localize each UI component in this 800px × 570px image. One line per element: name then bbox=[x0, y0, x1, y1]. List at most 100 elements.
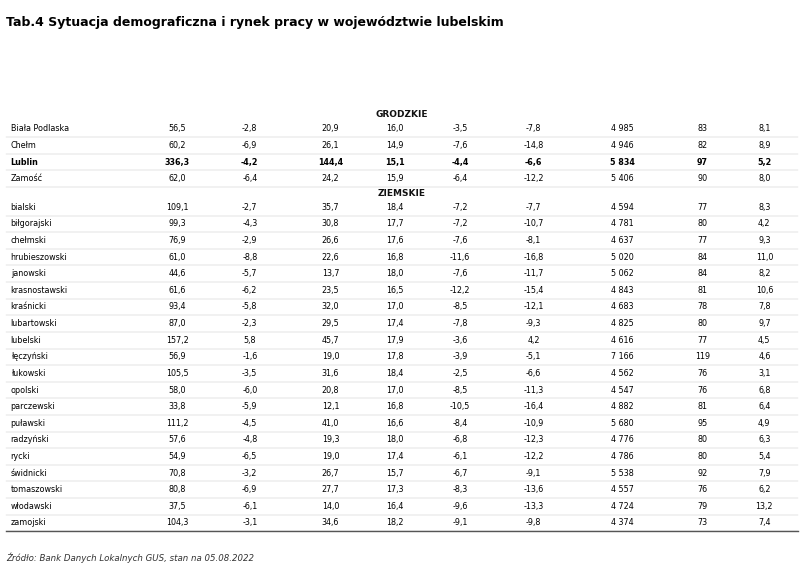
Text: biłgorajski: biłgorajski bbox=[10, 219, 52, 229]
Text: 17,3: 17,3 bbox=[386, 485, 404, 494]
Text: 56,9: 56,9 bbox=[168, 352, 186, 361]
Text: -5,8: -5,8 bbox=[242, 303, 258, 311]
Text: -6,9: -6,9 bbox=[242, 141, 258, 150]
Text: 24,2: 24,2 bbox=[322, 174, 339, 184]
Text: 4 843: 4 843 bbox=[610, 286, 634, 295]
Text: Zamość: Zamość bbox=[10, 174, 42, 184]
Text: -2,8: -2,8 bbox=[242, 124, 258, 133]
Text: lubartowski: lubartowski bbox=[10, 319, 57, 328]
Text: 13,2: 13,2 bbox=[756, 502, 773, 511]
Text: -3,5: -3,5 bbox=[242, 369, 258, 378]
Text: 2021: 2021 bbox=[168, 100, 186, 107]
Text: -11,3: -11,3 bbox=[523, 385, 544, 394]
Text: 76: 76 bbox=[698, 385, 707, 394]
Text: -3,9: -3,9 bbox=[452, 352, 468, 361]
Text: Zmiana (%) liczby
ludności wg
prognozy na 2025: Zmiana (%) liczby ludności wg prognozy n… bbox=[218, 55, 282, 78]
Text: 45,7: 45,7 bbox=[322, 336, 339, 345]
Text: -12,2: -12,2 bbox=[523, 174, 544, 184]
Text: 92: 92 bbox=[698, 469, 707, 478]
Text: 95: 95 bbox=[698, 419, 707, 428]
Text: 2021: 2021 bbox=[525, 100, 542, 107]
Text: -8,5: -8,5 bbox=[452, 303, 468, 311]
Text: -2,5: -2,5 bbox=[452, 369, 468, 378]
Text: Zmiana liczby
ludności na
1000
mieszkańców: Zmiana liczby ludności na 1000 mieszkańc… bbox=[509, 53, 558, 80]
Text: 16,8: 16,8 bbox=[386, 402, 404, 411]
Text: -2,3: -2,3 bbox=[242, 319, 258, 328]
Text: 4,6: 4,6 bbox=[758, 352, 770, 361]
Text: -6,7: -6,7 bbox=[452, 469, 468, 478]
Text: 76: 76 bbox=[698, 369, 707, 378]
Text: 19,3: 19,3 bbox=[322, 435, 339, 445]
Text: -6,1: -6,1 bbox=[242, 502, 258, 511]
Text: ZIEMSKIE: ZIEMSKIE bbox=[378, 189, 426, 198]
Text: 7 166: 7 166 bbox=[610, 352, 634, 361]
Text: -12,1: -12,1 bbox=[523, 303, 544, 311]
Text: kraśnicki: kraśnicki bbox=[10, 303, 46, 311]
Text: 84: 84 bbox=[698, 269, 707, 278]
Text: 14,0: 14,0 bbox=[322, 502, 339, 511]
Text: 8,3: 8,3 bbox=[758, 203, 770, 212]
Text: 11,0: 11,0 bbox=[756, 253, 773, 262]
Text: 4,5: 4,5 bbox=[758, 336, 770, 345]
Text: 7,8: 7,8 bbox=[758, 303, 770, 311]
Text: -11,7: -11,7 bbox=[523, 269, 544, 278]
Text: 44,6: 44,6 bbox=[168, 269, 186, 278]
Text: 18,4: 18,4 bbox=[386, 369, 404, 378]
Text: 27,7: 27,7 bbox=[322, 485, 339, 494]
Text: Chełm: Chełm bbox=[10, 141, 37, 150]
Text: -6,6: -6,6 bbox=[525, 158, 542, 166]
Text: -8,5: -8,5 bbox=[452, 385, 468, 394]
Text: Przyrost
naturalny na
1000 ludności: Przyrost naturalny na 1000 ludności bbox=[435, 56, 485, 77]
Text: Lublin: Lublin bbox=[10, 158, 38, 166]
Text: 119: 119 bbox=[695, 352, 710, 361]
Text: 4 562: 4 562 bbox=[610, 369, 634, 378]
Text: janowski: janowski bbox=[10, 269, 46, 278]
Text: 34,6: 34,6 bbox=[322, 519, 339, 527]
Text: Biała Podlaska: Biała Podlaska bbox=[10, 124, 69, 133]
Text: 6,2: 6,2 bbox=[758, 485, 770, 494]
Text: 6,4: 6,4 bbox=[758, 402, 770, 411]
Text: opolski: opolski bbox=[10, 385, 39, 394]
Text: 26,1: 26,1 bbox=[322, 141, 339, 150]
Text: 16,5: 16,5 bbox=[386, 286, 404, 295]
Text: -3,6: -3,6 bbox=[452, 336, 467, 345]
Text: rycki: rycki bbox=[10, 452, 30, 461]
Text: -4,8: -4,8 bbox=[242, 435, 258, 445]
Text: 16,6: 16,6 bbox=[386, 419, 404, 428]
Text: -7,2: -7,2 bbox=[452, 219, 468, 229]
Text: Polska=100: Polska=100 bbox=[682, 100, 723, 107]
Text: 90: 90 bbox=[698, 174, 707, 184]
Text: 78: 78 bbox=[698, 303, 707, 311]
Text: 4 781: 4 781 bbox=[610, 219, 634, 229]
Text: 3,1: 3,1 bbox=[758, 369, 770, 378]
Text: -6,1: -6,1 bbox=[452, 452, 467, 461]
Text: -2,9: -2,9 bbox=[242, 236, 258, 245]
Text: 4 374: 4 374 bbox=[610, 519, 634, 527]
Text: 16,4: 16,4 bbox=[386, 502, 404, 511]
Text: 31,6: 31,6 bbox=[322, 369, 339, 378]
Text: -3,1: -3,1 bbox=[242, 519, 258, 527]
Text: 73: 73 bbox=[698, 519, 707, 527]
Text: 17,0: 17,0 bbox=[386, 303, 404, 311]
Text: 8,0: 8,0 bbox=[758, 174, 770, 184]
Text: 81: 81 bbox=[698, 402, 707, 411]
Text: -9,1: -9,1 bbox=[452, 519, 468, 527]
Text: -12,3: -12,3 bbox=[523, 435, 544, 445]
Text: -6,4: -6,4 bbox=[452, 174, 467, 184]
Text: %
ludności
w wieku
20-35: % ludności w wieku 20-35 bbox=[381, 53, 410, 80]
Text: 70,8: 70,8 bbox=[168, 469, 186, 478]
Text: GRODZKIE: GRODZKIE bbox=[376, 110, 428, 119]
Text: 76,9: 76,9 bbox=[168, 236, 186, 245]
Text: -7,2: -7,2 bbox=[452, 203, 468, 212]
Text: NSP 2011: NSP 2011 bbox=[314, 100, 347, 107]
Text: łukowski: łukowski bbox=[10, 369, 45, 378]
Text: 20,9: 20,9 bbox=[322, 124, 339, 133]
Text: 4,2: 4,2 bbox=[758, 219, 770, 229]
Text: -10,9: -10,9 bbox=[523, 419, 544, 428]
Text: -8,8: -8,8 bbox=[242, 253, 258, 262]
Text: 4 946: 4 946 bbox=[610, 141, 634, 150]
Text: 14,9: 14,9 bbox=[386, 141, 404, 150]
Text: 144,4: 144,4 bbox=[318, 158, 343, 166]
Text: 23,5: 23,5 bbox=[322, 286, 339, 295]
Text: -6,8: -6,8 bbox=[452, 435, 467, 445]
